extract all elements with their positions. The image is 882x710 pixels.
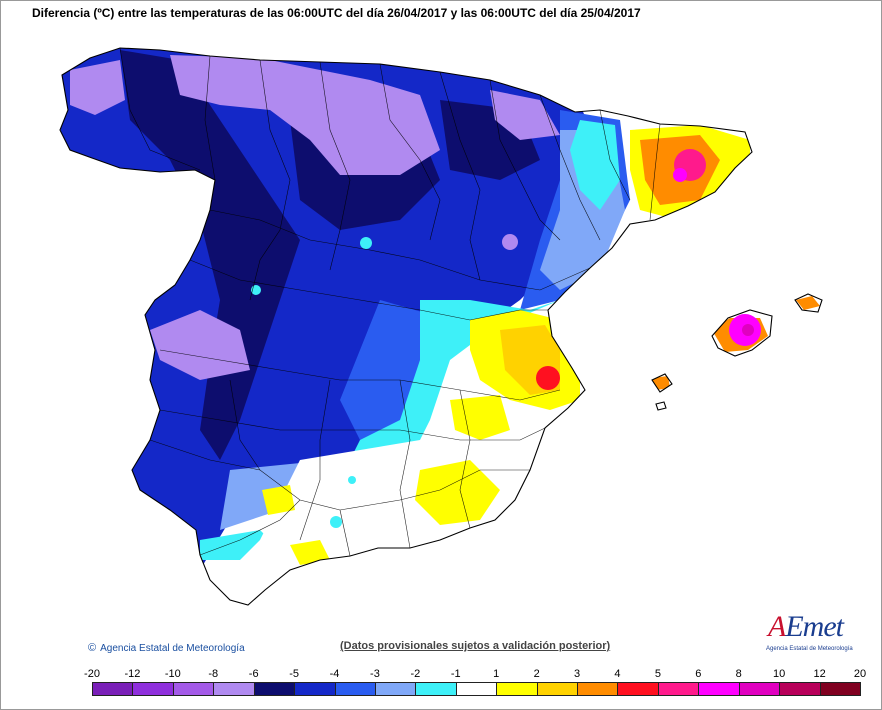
copyright-icon: © bbox=[88, 642, 97, 654]
legend-swatch bbox=[779, 682, 821, 696]
wordmark-rest: Emet bbox=[785, 610, 844, 643]
provisional-data-note: (Datos provisionales sujetos a validació… bbox=[340, 640, 611, 652]
legend-swatch bbox=[253, 682, 296, 696]
legend-tick: 20 bbox=[853, 668, 867, 680]
legend-swatch bbox=[92, 682, 134, 696]
legend-swatch bbox=[132, 682, 174, 696]
legend-tick: -10 bbox=[164, 668, 181, 680]
legend-swatch bbox=[172, 682, 215, 696]
legend-tick: -2 bbox=[410, 668, 421, 680]
map-title: Diferencia (ºC) entre las temperaturas d… bbox=[32, 6, 641, 20]
color-legend: -20 -12 -10 -8 -6 -5 -4 -3 -2 -1 1 2 3 4 5 6 8 10 12 20 bbox=[84, 668, 866, 698]
legend-swatch bbox=[657, 682, 700, 696]
aemet-logo-subtitle: Agencia Estatal de Meteorología bbox=[766, 646, 853, 652]
legend-tick: 1 bbox=[493, 668, 500, 680]
legend-tick: -20 bbox=[84, 668, 100, 680]
legend-tick: -12 bbox=[124, 668, 141, 680]
agency-credit: © Agencia Estatal de Meteorología bbox=[88, 642, 245, 654]
legend-tick: -3 bbox=[370, 668, 380, 680]
province-boundaries bbox=[119, 47, 661, 557]
legend-tick: 12 bbox=[813, 668, 826, 680]
legend-swatch bbox=[455, 682, 498, 696]
aemet-logo: AEmet Agencia Estatal de Meteorología bbox=[760, 610, 860, 660]
legend-tick: 3 bbox=[573, 668, 581, 680]
legend-swatch bbox=[698, 682, 740, 696]
legend-tick: -6 bbox=[248, 668, 259, 680]
legend-tick: 8 bbox=[735, 668, 742, 680]
legend-swatch bbox=[374, 682, 417, 696]
legend-tick: -4 bbox=[329, 668, 340, 680]
legend-tick: -8 bbox=[208, 668, 219, 680]
coastline bbox=[59, 47, 823, 606]
legend-tick: -5 bbox=[289, 668, 299, 680]
aemet-wordmark: AEmet bbox=[768, 610, 844, 644]
legend-swatch bbox=[819, 682, 861, 696]
legend-swatch bbox=[617, 682, 659, 696]
legend-tick: 2 bbox=[533, 668, 540, 680]
legend-swatch bbox=[577, 682, 619, 696]
legend-tick: 10 bbox=[773, 668, 786, 680]
wordmark-a: A bbox=[768, 610, 786, 643]
legend-swatch bbox=[496, 682, 538, 696]
legend-tick: 5 bbox=[654, 668, 661, 680]
legend-swatch bbox=[536, 682, 579, 696]
legend-swatch bbox=[294, 682, 336, 696]
legend-swatch bbox=[415, 682, 457, 696]
legend-swatch bbox=[213, 682, 255, 696]
agency-credit-text: Agencia Estatal de Meteorología bbox=[100, 643, 245, 654]
legend-tick: 6 bbox=[695, 668, 702, 680]
legend-swatch bbox=[334, 682, 376, 696]
legend-swatch bbox=[738, 682, 781, 696]
legend-tick: 4 bbox=[614, 668, 621, 680]
legend-tick: -1 bbox=[450, 668, 461, 680]
